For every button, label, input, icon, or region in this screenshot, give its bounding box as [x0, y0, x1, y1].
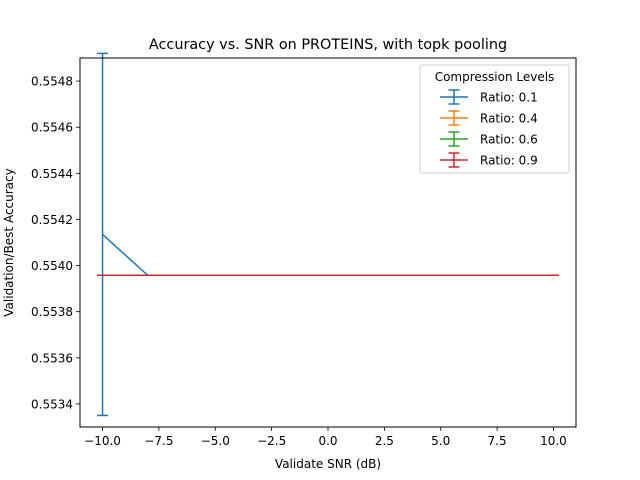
y-tick-label: 0.5534	[31, 397, 73, 411]
legend-entry: Ratio: 0.6	[440, 131, 538, 147]
x-axis-ticks: −10.0 −7.5 −5.0 −2.5 0.0 2.5 5.0 7.5 10.0	[84, 427, 567, 448]
legend-label: Ratio: 0.6	[480, 133, 538, 147]
x-tick-label: 7.5	[488, 434, 507, 448]
y-tick-label: 0.5538	[31, 305, 73, 319]
x-tick-label: 0.0	[318, 434, 337, 448]
legend-label: Ratio: 0.9	[480, 154, 538, 168]
legend-label: Ratio: 0.1	[480, 91, 538, 105]
x-tick-label: 10.0	[540, 434, 567, 448]
x-tick-label: −2.5	[257, 434, 286, 448]
y-axis-label: Validation/Best Accuracy	[2, 168, 16, 316]
legend-entries: Ratio: 0.1 Ratio: 0.4 Ratio: 0.6 Ratio: 0.9	[440, 89, 538, 168]
y-tick-label: 0.5540	[31, 259, 73, 273]
x-axis-label: Validate SNR (dB)	[275, 457, 381, 471]
x-tick-label: −10.0	[84, 434, 121, 448]
x-tick-label: 2.5	[375, 434, 394, 448]
legend-title: Compression Levels	[435, 70, 555, 84]
chart-title: Accuracy vs. SNR on PROTEINS, with topk …	[149, 37, 507, 53]
plot-area	[79, 52, 577, 428]
legend-label: Ratio: 0.4	[480, 112, 538, 126]
x-tick-label: 5.0	[431, 434, 450, 448]
y-tick-label: 0.5542	[31, 213, 73, 227]
x-tick-label: −5.0	[201, 434, 230, 448]
y-tick-label: 0.5548	[31, 75, 73, 89]
y-tick-label: 0.5546	[31, 121, 73, 135]
legend-entry: Ratio: 0.9	[440, 152, 538, 168]
y-axis-ticks: 0.5534 0.5536 0.5538 0.5540 0.5542 0.5544 0.55…	[31, 75, 80, 411]
y-tick-label: 0.5536	[31, 351, 73, 365]
legend-entry: Ratio: 0.4	[440, 110, 538, 126]
legend-entry: Ratio: 0.1	[440, 89, 538, 105]
x-tick-label: −7.5	[144, 434, 173, 448]
y-tick-label: 0.5544	[31, 167, 73, 181]
series-layer	[97, 52, 559, 417]
